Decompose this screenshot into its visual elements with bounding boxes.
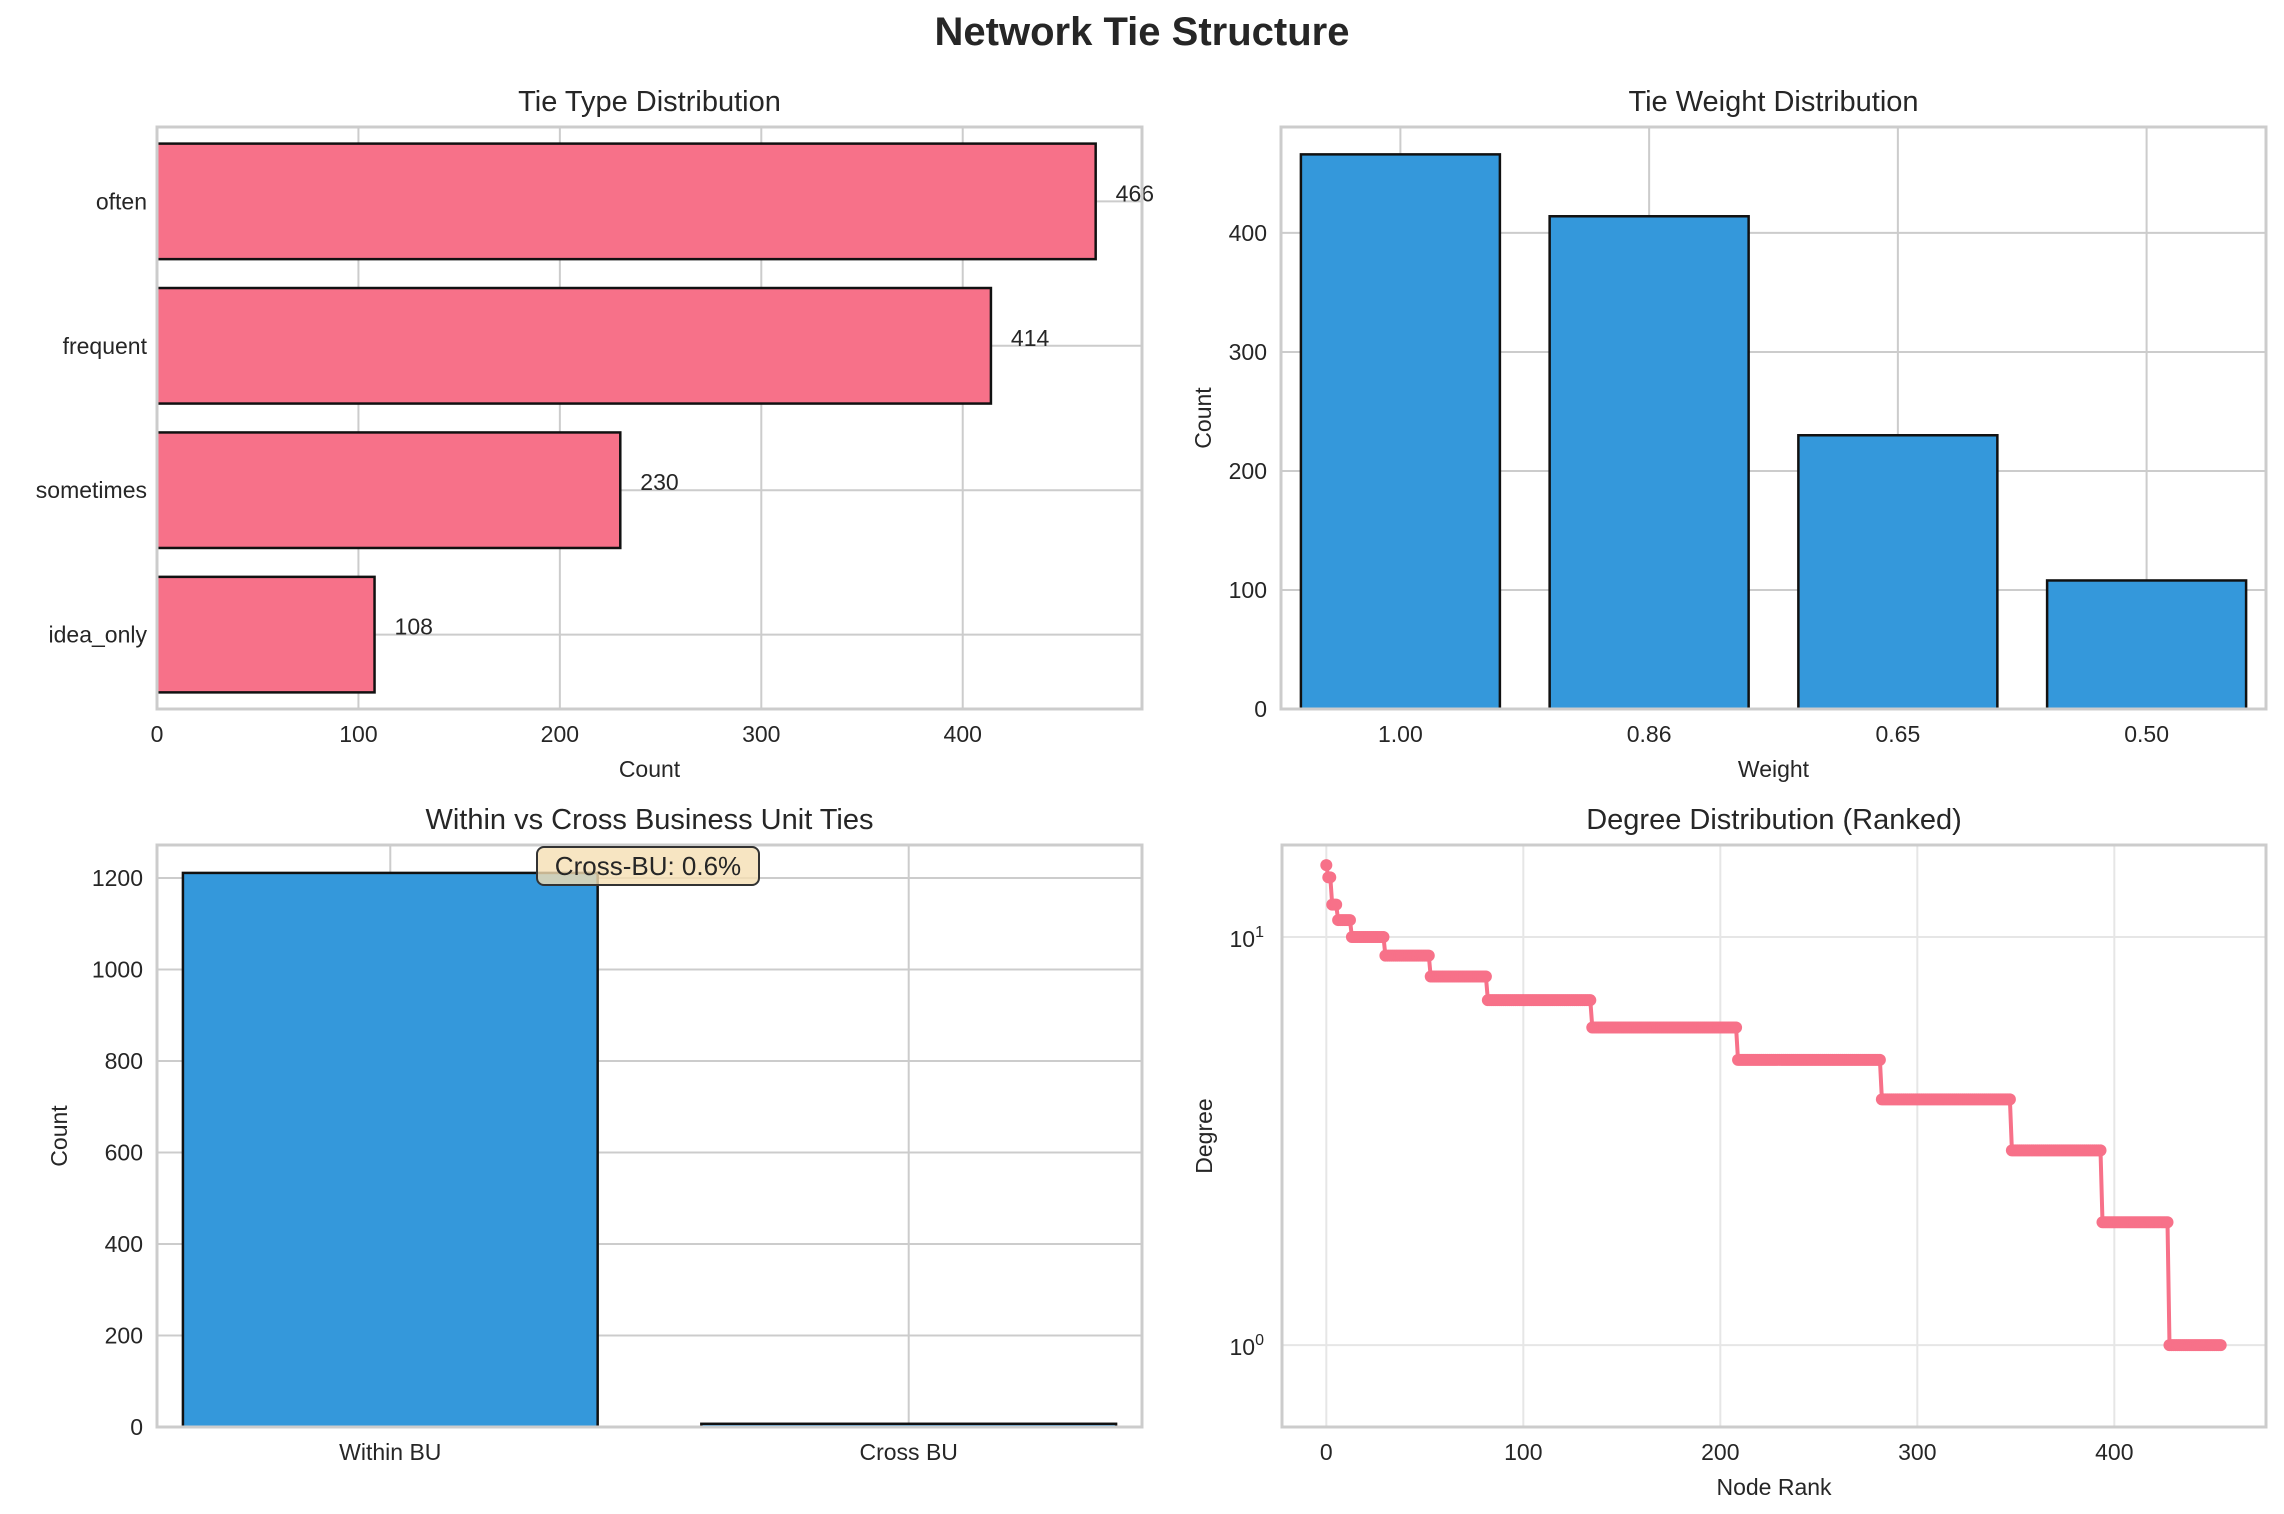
annotation-box (536, 846, 760, 886)
degree-point (1584, 994, 1597, 1007)
x-tick-label: 200 (1701, 1439, 1739, 1465)
chart-within-cross: 0 200 400 600 800 1000 1200 Within BU Cross BU Wi… (46, 804, 1144, 1465)
degree-axes-frame (1280, 843, 2268, 1429)
degree-point (2214, 1339, 2227, 1352)
tie-weight-title: Tie Weight Distribution (1628, 86, 1918, 118)
degree-point (1422, 949, 1435, 962)
degree-point (1479, 970, 1492, 983)
bar-value-label: 108 (395, 614, 433, 640)
x-tick-label: 300 (742, 721, 780, 747)
tie-weight-xlabel: Weight (1738, 756, 1810, 782)
degree-point (2094, 1144, 2107, 1157)
bar-frequent (155, 286, 993, 405)
x-tick-label: 400 (944, 721, 982, 747)
degree-point (1324, 871, 1337, 884)
y-tick-label: frequent (63, 333, 148, 359)
y-tick-label: 100 (1229, 577, 1267, 603)
degree-point (1330, 898, 1343, 911)
x-tick-label: 0.86 (1627, 721, 1672, 747)
degree-point (1730, 1021, 1743, 1034)
y-tick-label: 1200 (92, 865, 143, 891)
bar-idea_only (155, 575, 376, 694)
bar-1-00 (1299, 153, 1502, 711)
y-tick-label: 300 (1229, 339, 1267, 365)
tie-weight-axes-frame (1279, 125, 2268, 711)
y-tick-label: 400 (1229, 220, 1267, 246)
chart-tie-type: 0 100 200 300 400 often 466 frequent 414 sometime… (36, 86, 1154, 782)
bar-value-label: 414 (1011, 325, 1050, 351)
bar-often (155, 142, 1097, 261)
tie-type-title: Tie Type Distribution (518, 86, 781, 118)
x-tick-label: 400 (2095, 1439, 2133, 1465)
tie-type-axes-frame (155, 125, 1144, 711)
degree-xlabel: Node Rank (1716, 1474, 1832, 1500)
y-tick-label: sometimes (36, 477, 147, 503)
x-tick-label: 100 (339, 721, 377, 747)
x-tick-label: 1.00 (1378, 721, 1423, 747)
y-tick-label: 400 (105, 1231, 143, 1257)
y-tick-label: 0 (130, 1414, 143, 1440)
bar-value-label: 230 (640, 469, 678, 495)
tie-type-xlabel: Count (619, 756, 681, 782)
y-tick-label: often (96, 188, 147, 214)
x-tick-label: 0 (1320, 1439, 1333, 1465)
y-tick-label: 0 (1254, 696, 1267, 722)
y-tick-label: 200 (1229, 458, 1267, 484)
within-cross-title: Within vs Cross Business Unit Ties (425, 804, 873, 836)
degree-ylabel: Degree (1191, 1098, 1217, 1173)
x-tick-label: Within BU (339, 1439, 441, 1465)
y-tick-label: 800 (105, 1048, 143, 1074)
degree-point (1343, 914, 1356, 927)
within-cross-axes-frame (155, 843, 1144, 1429)
degree-point (2003, 1093, 2016, 1106)
degree-point (1873, 1053, 1886, 1066)
y-tick-label: idea_only (49, 622, 148, 648)
x-tick-label: 0.65 (1875, 721, 1920, 747)
annotation-text: Cross-BU: 0.6% (555, 851, 741, 881)
degree-point (1320, 859, 1333, 872)
y-tick-label: 101 (1230, 924, 1265, 952)
degree-title: Degree Distribution (Ranked) (1586, 804, 1962, 836)
figure-title: Network Tie Structure (934, 10, 1350, 54)
y-tick-label: 600 (105, 1139, 143, 1165)
x-tick-label: 200 (541, 721, 579, 747)
degree-points (1320, 859, 2227, 1352)
x-tick-label: 100 (1504, 1439, 1542, 1465)
x-tick-label: Cross BU (860, 1439, 958, 1465)
bar-within-bu (181, 871, 599, 1429)
x-tick-label: 0 (151, 721, 164, 747)
chart-tie-weight: 0 100 200 300 400 1.00 0.86 0.65 0.50 Tie Weight … (1190, 86, 2268, 782)
degree-point (1377, 930, 1390, 943)
bar-0-50 (2045, 579, 2248, 711)
bar-sometimes (155, 431, 622, 550)
degree-point (2161, 1216, 2174, 1229)
y-tick-label: 200 (105, 1322, 143, 1348)
x-tick-label: 300 (1898, 1439, 1936, 1465)
bar-value-label: 466 (1116, 180, 1154, 206)
y-tick-label: 1000 (92, 956, 143, 982)
tie-weight-ylabel: Count (1190, 387, 1216, 449)
bar-0-86 (1548, 215, 1750, 711)
y-tick-label: 100 (1230, 1332, 1265, 1360)
x-tick-label: 0.50 (2124, 721, 2169, 747)
chart-degree: 0 100 200 300 400 100 101 Degree Distribution (… (1191, 804, 2268, 1500)
within-cross-ylabel: Count (46, 1105, 72, 1167)
bar-0-65 (1797, 434, 1999, 711)
